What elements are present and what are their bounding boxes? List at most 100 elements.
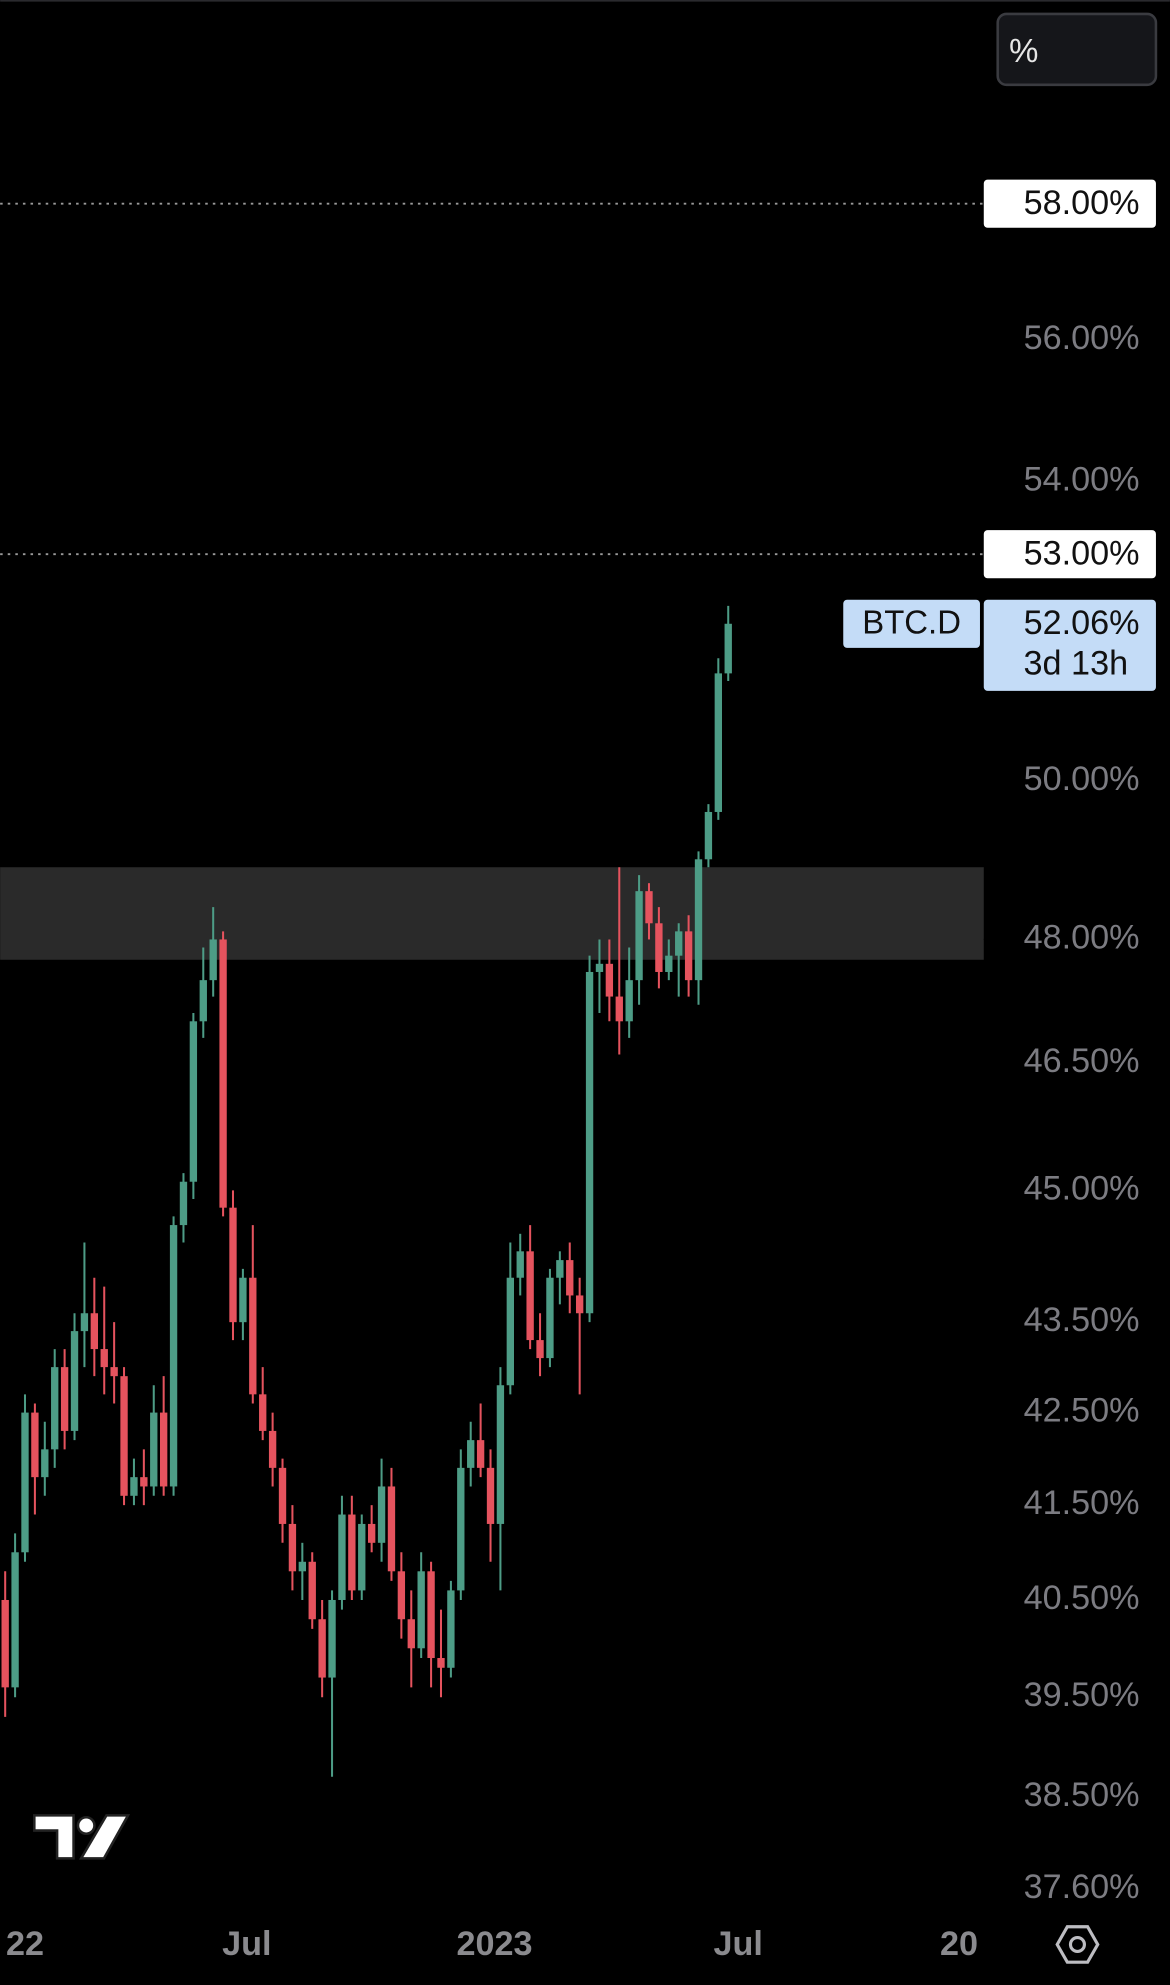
y-tick-label: 50.00% — [1024, 760, 1140, 798]
candle-body — [546, 1277, 554, 1359]
button-label[interactable]: % — [1009, 32, 1038, 69]
y-tick-label: 45.00% — [1024, 1169, 1140, 1207]
candle-body — [150, 1412, 158, 1487]
x-tick-label: Jul — [713, 1925, 762, 1963]
candle-body — [80, 1313, 89, 1332]
symbol-label: BTC.D — [862, 604, 961, 641]
level-label: 58.00% — [1024, 184, 1140, 222]
candle-body — [684, 931, 693, 981]
candle-body — [219, 939, 227, 1208]
candle-body — [169, 1225, 178, 1487]
candle-body — [31, 1412, 39, 1478]
candle-body — [120, 1376, 128, 1496]
candle-body — [60, 1367, 69, 1431]
candle-body — [427, 1571, 435, 1659]
candle-body — [367, 1523, 376, 1543]
candle-body — [566, 1260, 574, 1296]
y-tick-label: 56.00% — [1024, 319, 1140, 357]
candle-body — [615, 996, 623, 1022]
candle-body — [140, 1477, 148, 1487]
candle-body — [51, 1367, 59, 1450]
candle-body — [288, 1523, 297, 1572]
level-label-box — [983, 179, 1156, 228]
gear-center[interactable] — [1068, 1935, 1086, 1954]
candle-body — [209, 939, 217, 981]
candle-body — [70, 1331, 79, 1431]
candle-body — [387, 1486, 396, 1572]
candle-body — [110, 1367, 118, 1377]
candle-body — [457, 1467, 465, 1591]
candle-body — [397, 1571, 406, 1620]
last-price-label: 52.06% — [1024, 604, 1140, 642]
plot-area: 56.00% 54.00% 50.00% 48.00% 46.50% 45.00% 43.5… — [0, 179, 1156, 1963]
candle-body — [526, 1251, 534, 1341]
level-label-box — [983, 530, 1156, 579]
candle-body — [268, 1430, 277, 1468]
candle-body — [635, 891, 643, 981]
candle-body — [159, 1412, 168, 1487]
y-tick-label: 37.60% — [1024, 1868, 1140, 1906]
y-tick-label: 43.50% — [1024, 1301, 1140, 1339]
candle-body — [645, 891, 653, 924]
candle-body — [516, 1251, 524, 1278]
last-price-box — [983, 599, 1156, 691]
candle-body — [585, 971, 594, 1314]
y-tick-label: 48.00% — [1024, 918, 1140, 956]
y-tick-label: 42.50% — [1024, 1392, 1140, 1430]
candle-body — [328, 1599, 336, 1678]
candle-body — [41, 1449, 49, 1478]
candle-body — [130, 1477, 138, 1496]
candle-body — [556, 1260, 564, 1278]
candle-body — [229, 1207, 237, 1323]
settings-icon[interactable] — [1055, 1925, 1100, 1964]
candle-body — [486, 1467, 495, 1524]
candle-body — [467, 1440, 475, 1468]
candle-body — [308, 1561, 316, 1620]
candle-body — [536, 1340, 544, 1359]
candle-body — [496, 1385, 505, 1524]
candle-body — [417, 1571, 425, 1649]
candle-body — [377, 1486, 386, 1543]
candle-body — [704, 811, 713, 860]
candle-body — [625, 980, 633, 1022]
x-tick-label: 2023 — [456, 1925, 532, 1963]
candle-body — [298, 1561, 306, 1572]
candle-body — [665, 955, 673, 972]
candle-body — [189, 1021, 198, 1182]
countdown-label: 3d 13h — [1024, 645, 1129, 683]
candle-body — [239, 1277, 247, 1323]
candle-body — [595, 963, 604, 972]
candle-body — [575, 1295, 584, 1314]
logo-t — [33, 1814, 75, 1860]
logo-v — [78, 1814, 131, 1860]
y-tick-label: 38.50% — [1024, 1776, 1140, 1814]
candle-body — [249, 1277, 257, 1395]
candle-body — [21, 1412, 29, 1553]
candle-body — [259, 1394, 267, 1431]
candle-body — [724, 623, 732, 674]
zone — [0, 867, 984, 960]
y-tick-label: 39.50% — [1024, 1676, 1140, 1714]
candle-body — [714, 673, 722, 812]
candle-body — [437, 1658, 445, 1668]
gear-outline[interactable] — [1055, 1925, 1100, 1964]
candle-body — [100, 1349, 108, 1368]
candle-body — [1, 1599, 9, 1688]
candle-body — [11, 1552, 19, 1688]
logo-dot — [76, 1815, 96, 1835]
candle-body — [179, 1181, 188, 1226]
toolbar-button[interactable]: % — [996, 12, 1158, 87]
candle-body — [447, 1590, 455, 1668]
candle-body — [605, 963, 614, 997]
x-tick-label: 22 — [6, 1925, 44, 1963]
y-tick-label: 54.00% — [1024, 461, 1140, 499]
candle-body — [476, 1440, 485, 1468]
y-tick-label: 46.50% — [1024, 1042, 1140, 1080]
candle-body — [278, 1467, 287, 1524]
candle-body — [675, 931, 683, 956]
candle-body — [90, 1313, 98, 1350]
candle-body — [655, 923, 663, 972]
button-box[interactable] — [996, 12, 1158, 87]
